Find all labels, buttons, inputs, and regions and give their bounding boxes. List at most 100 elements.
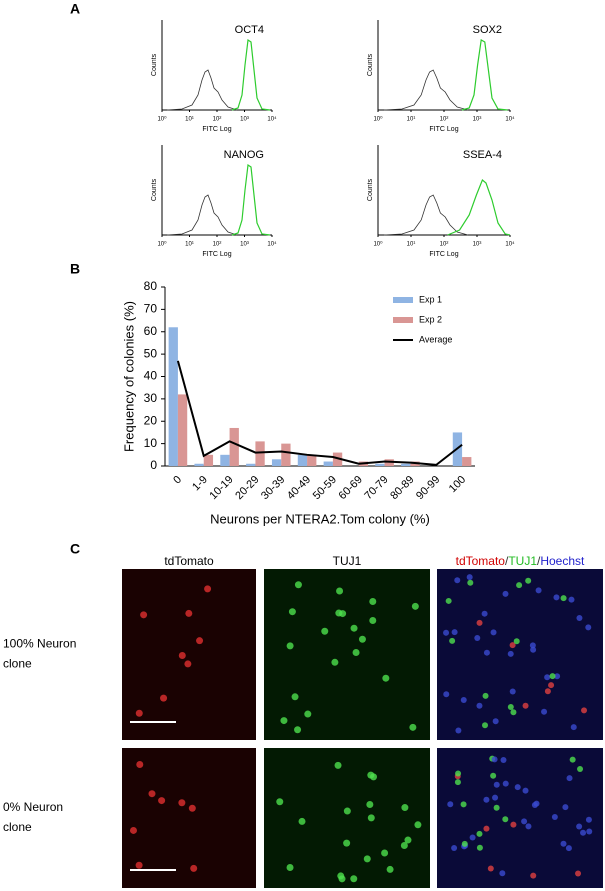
cell (481, 610, 488, 617)
cell (291, 693, 299, 701)
cell (404, 836, 412, 844)
hist-xlabel: FITC Log (429, 126, 458, 133)
isotype-curve (167, 195, 237, 235)
cell (585, 816, 592, 823)
cell (411, 602, 419, 610)
cell (483, 796, 490, 803)
cell (343, 807, 351, 815)
hist-tick-label: 10² (440, 242, 449, 248)
cell (294, 726, 302, 734)
cell (483, 649, 490, 656)
x-axis-label: Neurons per NTERA2.Tom colony (%) (210, 511, 430, 526)
cell (581, 707, 588, 714)
bar (297, 454, 308, 466)
header-part: Hoechst (540, 554, 585, 568)
hist-tick-label: 10² (213, 117, 222, 123)
micrograph (437, 748, 603, 888)
hist-tick-label: 10⁴ (267, 116, 277, 123)
hist-tick-label: 10⁴ (505, 116, 515, 123)
cell (529, 642, 536, 649)
cell (560, 840, 567, 847)
cell (568, 596, 575, 603)
cell (522, 787, 529, 794)
cell (276, 798, 284, 806)
cell (492, 718, 499, 725)
cell (569, 756, 576, 763)
marker-label: SSEA-4 (463, 149, 502, 161)
cell (575, 870, 582, 877)
hist-ylabel: Counts (151, 53, 158, 76)
cell (474, 635, 481, 642)
panel-letter: B (70, 261, 80, 277)
cell (490, 629, 497, 636)
hist-ylabel: Counts (151, 178, 158, 201)
bar (271, 459, 282, 466)
histogram (384, 180, 510, 235)
cell (451, 844, 458, 851)
hist-tick-label: 10⁴ (505, 241, 515, 248)
cell (576, 614, 583, 621)
cell (352, 649, 360, 657)
cell (513, 638, 520, 645)
bar (168, 327, 178, 466)
cell (339, 610, 347, 618)
y-tick-label: 80 (144, 279, 158, 293)
bar (203, 454, 214, 466)
bar (307, 454, 317, 466)
cell (447, 801, 454, 808)
column-header: tdTomato/TUJ1/Hoechst (456, 554, 585, 568)
y-tick-label: 10 (144, 436, 158, 450)
cell (148, 790, 156, 798)
cell (487, 865, 494, 872)
cell (482, 722, 489, 729)
marker-curve (448, 180, 510, 235)
cell (188, 804, 196, 812)
cell (449, 637, 456, 644)
legend-label: Average (419, 334, 452, 344)
cell (460, 801, 467, 808)
cell (576, 823, 583, 830)
cell (286, 642, 294, 650)
cell (510, 821, 517, 828)
cell (499, 870, 506, 877)
cell (400, 842, 408, 850)
hist-ylabel: Counts (367, 178, 374, 201)
hist-tick-label: 10³ (473, 242, 482, 248)
marker-label: OCT4 (235, 24, 264, 36)
panel-letter: A (70, 1, 80, 17)
cell (178, 651, 186, 659)
cell (535, 587, 542, 594)
cell (401, 804, 409, 812)
x-tick-label: 100 (447, 474, 468, 495)
cell (586, 828, 593, 835)
cell (140, 611, 148, 619)
micrograph (122, 569, 256, 740)
x-tick-label: 70-79 (362, 474, 390, 502)
cell (562, 804, 569, 811)
legend-label: Exp 2 (419, 314, 442, 324)
cell (363, 855, 371, 863)
cell (381, 849, 389, 857)
cell (288, 608, 296, 616)
cell (516, 582, 523, 589)
panel-letter: C (70, 541, 80, 557)
x-tick-label: 60-69 (337, 474, 365, 502)
cell (204, 585, 212, 593)
micrograph (122, 748, 256, 888)
cell (551, 814, 558, 821)
cell (369, 597, 377, 605)
marker-label: NANOG (224, 149, 264, 161)
x-tick-label: 90-99 (414, 474, 442, 502)
cell (544, 674, 551, 681)
marker-curve (232, 165, 270, 235)
cell (476, 844, 483, 851)
cell (585, 624, 592, 631)
cell (570, 724, 577, 731)
cell (525, 577, 532, 584)
row-label: 100% Neuron (3, 637, 76, 651)
cell (490, 772, 497, 779)
cell (334, 761, 342, 769)
cell (294, 581, 302, 589)
cell (502, 780, 509, 787)
x-tick-label: 40-49 (285, 474, 313, 502)
